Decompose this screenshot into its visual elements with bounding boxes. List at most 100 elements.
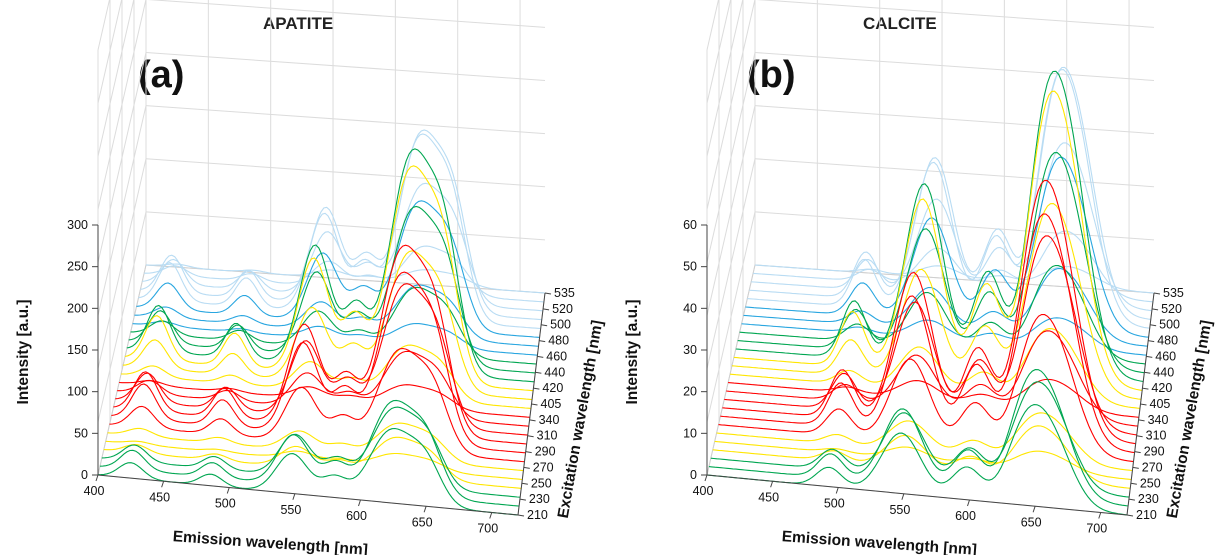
spectrum-line: [136, 200, 540, 338]
spectrum-line: [726, 330, 1138, 427]
spectrum-line: [134, 284, 539, 347]
x-tick: [358, 499, 361, 507]
y-tick: [1140, 403, 1147, 406]
spectrum-line: [749, 66, 1151, 320]
y-tick: [544, 292, 552, 295]
calcite-plot: 0 10 20 30 40 50 60 400 450 500 550 600 650 700 210 230…: [624, 0, 1215, 555]
spectrum-line: [751, 142, 1152, 312]
y-tick-label: 340: [539, 413, 560, 427]
y-tick-label: 270: [1142, 460, 1163, 474]
y-tick-label: 520: [552, 302, 573, 316]
x-tick: [423, 506, 427, 513]
z-tick-label: 20: [683, 385, 697, 399]
spectrum-line: [105, 440, 523, 481]
grid-line: [754, 105, 1155, 135]
spectrum-line: [113, 244, 527, 445]
spectrum-line: [124, 165, 534, 392]
apatite-plot: 0 50 100 150 200 250 300 400 450 500 550 600 650 700 2…: [15, 0, 606, 555]
y-tick: [1136, 435, 1143, 438]
y-tick-label: 290: [1144, 445, 1165, 459]
spectrum-line: [739, 264, 1146, 365]
y-tick: [1153, 292, 1161, 295]
grid-line: [145, 211, 546, 241]
y-tick-label: 460: [1155, 349, 1176, 363]
spectrum-line: [144, 245, 544, 303]
x-axis-line: [97, 474, 519, 516]
y-tick-label: 405: [1150, 397, 1171, 411]
z-tick-label: 250: [67, 260, 88, 274]
y-tick: [541, 324, 548, 327]
y-tick-label: 230: [529, 492, 550, 506]
spectrum-line: [729, 328, 1141, 409]
spectrum-line: [754, 264, 1155, 294]
x-tick: [489, 512, 493, 519]
y-tick-label: 310: [1146, 429, 1167, 443]
y-tick: [537, 355, 544, 358]
spectrum-line: [126, 148, 535, 383]
y-tick-label: 420: [542, 381, 563, 395]
x-axis-line: [706, 474, 1128, 516]
y-tick: [1126, 514, 1134, 517]
spectrum-line: [743, 267, 1148, 347]
y-tick-label: 480: [1157, 334, 1178, 348]
y-tick-label: 230: [1138, 492, 1159, 506]
x-tick-label: 400: [693, 484, 714, 498]
y-tick: [1146, 355, 1153, 358]
z-tick-label: 40: [683, 301, 697, 315]
grid-line: [754, 52, 1155, 81]
x-tick: [704, 474, 708, 482]
x-tick: [1098, 512, 1102, 519]
y-tick: [1128, 498, 1136, 501]
x-tick: [967, 499, 970, 507]
x-tick-label: 550: [280, 503, 301, 517]
grid-line: [147, 0, 546, 28]
spectrum-line: [710, 381, 1130, 498]
y-tick-label: 210: [1136, 508, 1157, 522]
spectrum-line: [733, 90, 1143, 391]
x-tick-label: 650: [1021, 515, 1042, 529]
x-tick-label: 700: [1086, 522, 1107, 536]
y-tick: [533, 387, 540, 390]
x-tick: [1032, 506, 1036, 513]
y-tick-label: 535: [554, 286, 575, 300]
spectrum-line: [119, 380, 530, 418]
x-tick-label: 700: [477, 522, 498, 536]
z-tick-label: 0: [81, 468, 88, 482]
spectrum-line: [741, 317, 1147, 356]
z-tick-label: 200: [67, 301, 88, 315]
y-tick-label: 250: [531, 476, 552, 490]
x-tick: [95, 474, 99, 482]
z-tick-label: 50: [74, 426, 88, 440]
y-tick-label: 440: [1153, 365, 1174, 379]
y-tick: [521, 482, 528, 485]
y-tick: [519, 498, 527, 501]
x-tick: [292, 493, 296, 500]
grid-line: [706, 0, 719, 51]
spectrum-line: [101, 406, 521, 498]
y-tick-label: 520: [1161, 302, 1182, 316]
spectrum-line: [714, 440, 1132, 481]
spectrum-line: [718, 313, 1134, 463]
y-tick-label: 480: [548, 334, 569, 348]
x-tick-label: 450: [758, 490, 779, 504]
y-axis-line: [1126, 292, 1155, 516]
y-tick-label: 535: [1163, 286, 1184, 300]
spectrum-line: [122, 250, 533, 401]
y-tick: [542, 308, 550, 311]
grid-line: [706, 0, 732, 104]
spectrum-line: [747, 69, 1150, 329]
z-axis-label: Intensity [a.u.]: [624, 299, 641, 404]
x-tick-label: 500: [824, 497, 845, 511]
y-tick-label: 270: [533, 460, 554, 474]
spectrum-line: [99, 399, 520, 507]
calcite-panel: CALCITE (b) 0 10 20 30 40 50 60 400 450 500 550 600…: [609, 0, 1218, 555]
y-tick: [1134, 451, 1141, 454]
y-tick: [1132, 466, 1139, 469]
y-tick: [527, 435, 534, 438]
spectrum-line: [138, 133, 541, 330]
x-tick: [770, 481, 774, 488]
chart-title: APATITE: [263, 14, 334, 33]
spectrum-line: [722, 179, 1136, 445]
x-tick: [226, 487, 230, 494]
x-tick: [901, 493, 905, 500]
